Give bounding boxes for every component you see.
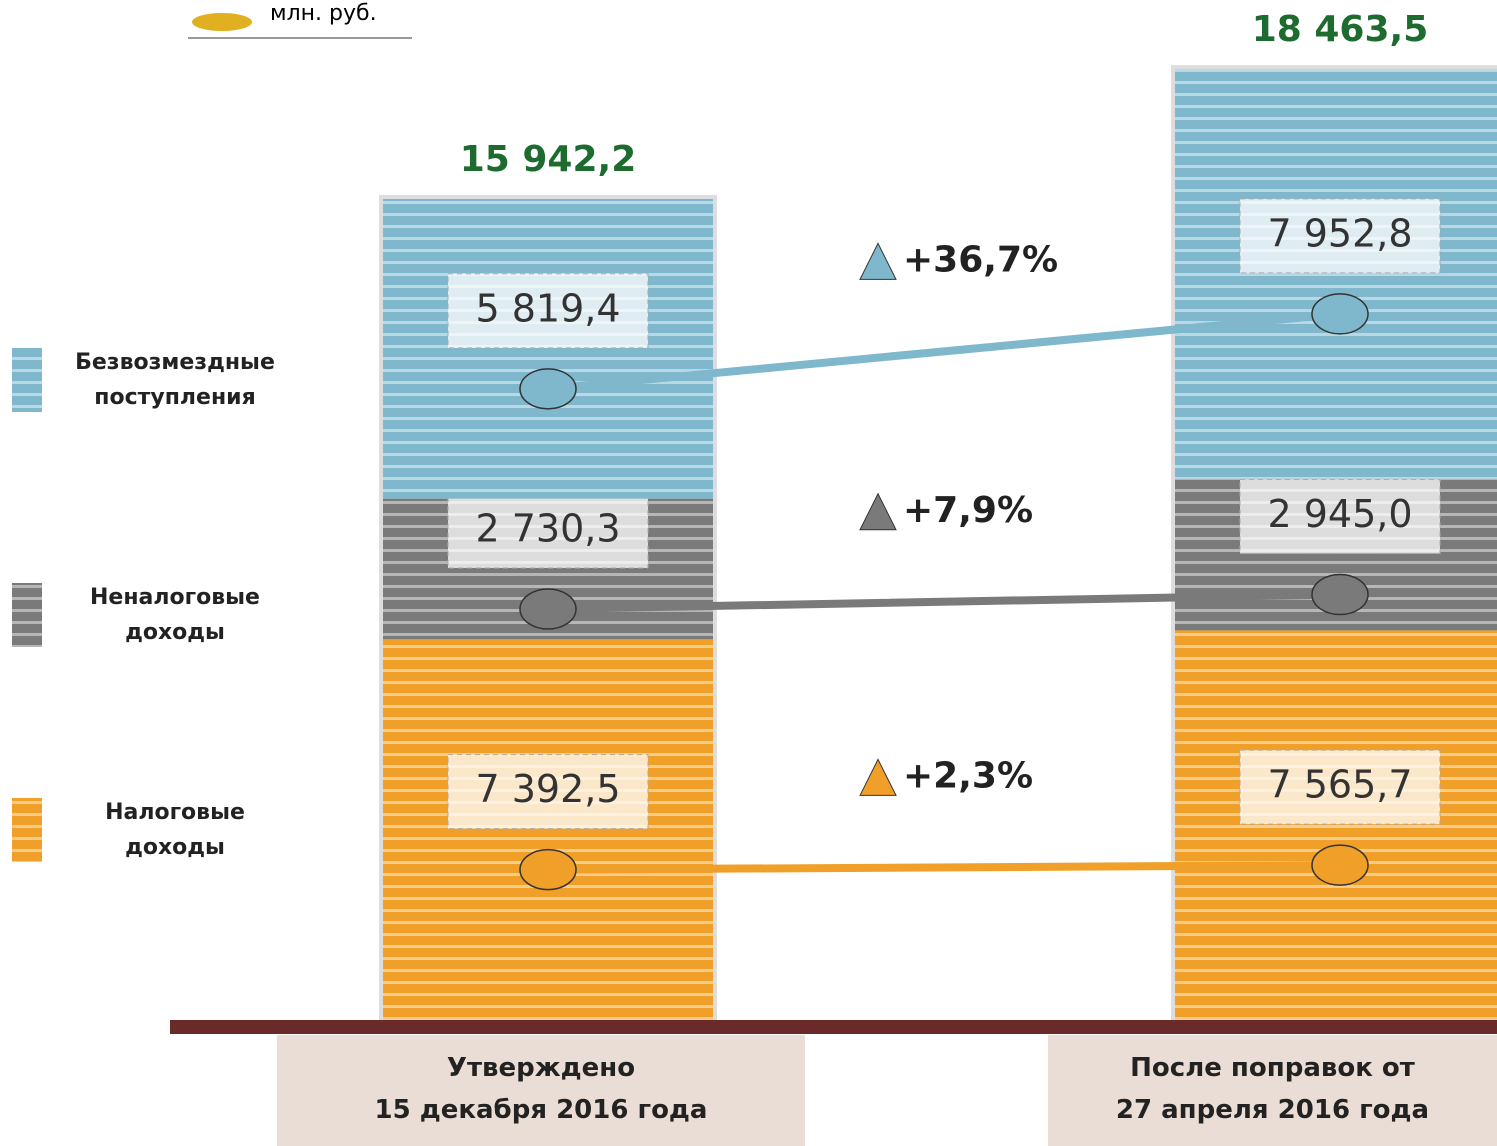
connector	[544, 590, 1344, 613]
dot	[1311, 844, 1369, 886]
dot	[1311, 573, 1369, 616]
coin-icon	[192, 13, 252, 31]
dot	[519, 848, 577, 891]
legend-label: Налоговые доходы	[105, 800, 245, 860]
legend-icon	[12, 583, 42, 647]
connector	[544, 861, 1344, 874]
triangle	[859, 758, 897, 796]
value-box	[447, 754, 649, 830]
value-label: 7 565,7	[1267, 763, 1412, 807]
value-label: 7 952,8	[1267, 211, 1412, 255]
total-label: 15 942,2	[460, 139, 637, 180]
change-label: +7,9%	[903, 490, 1033, 531]
baseline	[170, 1020, 1497, 1034]
dot	[1311, 293, 1369, 335]
category-label: После поправок от 27 апреля 2016 года	[1048, 1035, 1497, 1146]
change-label: +36,7%	[903, 239, 1058, 280]
bar-segment	[383, 198, 713, 499]
bar-segment	[1175, 630, 1497, 1020]
value-label: 5 819,4	[475, 286, 620, 330]
dot	[519, 588, 577, 630]
value-box	[1239, 479, 1441, 555]
triangle	[859, 492, 897, 531]
value-box	[1239, 198, 1441, 274]
legend-icon	[12, 348, 42, 412]
value-label: 7 392,5	[475, 767, 620, 811]
total-label: 18 463,5	[1252, 9, 1429, 50]
legend-icon	[12, 798, 42, 862]
value-box	[447, 273, 649, 349]
value-box	[1239, 749, 1441, 825]
unit: млн. руб.	[270, 1, 377, 26]
change-label: +2,3%	[903, 755, 1033, 796]
bar-segment	[1175, 69, 1497, 479]
bar-segment	[383, 639, 713, 1020]
legend-label: Неналоговые доходы	[90, 585, 260, 645]
category-label: Утверждено 15 декабря 2016 года	[277, 1035, 805, 1146]
value-label: 2 945,0	[1267, 492, 1412, 536]
connector	[544, 309, 1344, 393]
dot	[519, 368, 577, 410]
legend-label: Безвозмездные поступления	[75, 350, 275, 410]
triangle	[859, 242, 897, 280]
value-label: 2 730,3	[475, 506, 620, 550]
